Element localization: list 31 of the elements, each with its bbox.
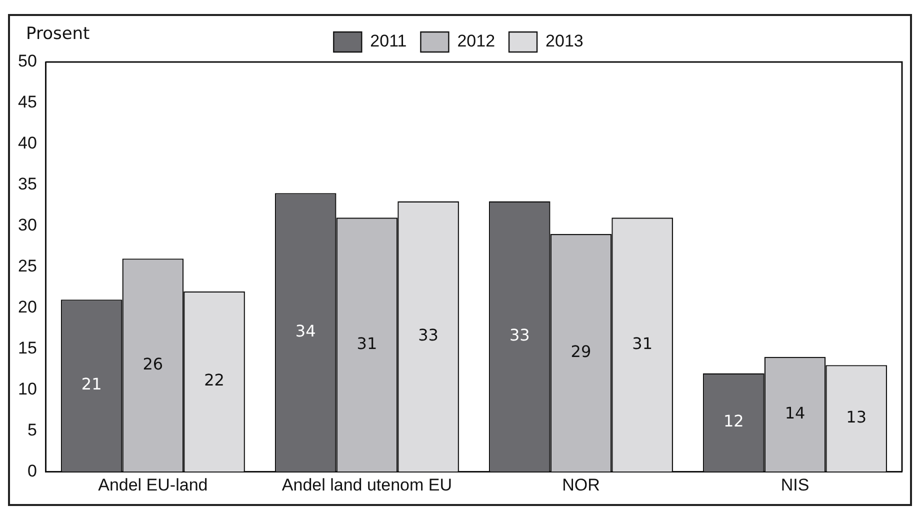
data-label: 22 [204,370,224,390]
legend-label: 2013 [546,32,584,51]
y-tick-label: 50 [18,52,37,71]
x-tick-label: Andel land utenom EU [282,475,452,494]
x-tick-label: Andel EU-land [98,475,208,494]
data-label: 34 [295,321,316,340]
legend-label: 2011 [370,32,407,51]
data-label: 21 [81,374,102,394]
data-label: 31 [632,334,652,353]
y-tick-label: 5 [27,420,37,440]
y-tick-label: 0 [27,461,37,480]
legend-label: 2012 [457,32,496,51]
data-label: 29 [570,342,592,361]
y-tick-label: 20 [18,297,37,316]
y-tick-label: 25 [18,256,37,276]
data-label: 26 [142,354,164,374]
y-tick-label: 10 [18,379,37,398]
x-tick-label: NIS [780,475,810,494]
data-label: 33 [509,326,530,345]
data-label: 12 [723,412,744,431]
y-tick-label: 45 [18,92,37,112]
data-label: 33 [418,326,438,345]
y-tick-label: 35 [18,174,37,194]
data-label: 13 [846,408,867,427]
y-tick-label: 30 [18,216,37,235]
y-axis-title: Prosent [26,24,90,44]
y-tick-label: 40 [18,134,37,153]
y-tick-label: 15 [18,338,37,358]
data-label: 14 [784,403,806,422]
x-tick-label: NOR [562,475,600,494]
data-label: 31 [356,334,378,353]
